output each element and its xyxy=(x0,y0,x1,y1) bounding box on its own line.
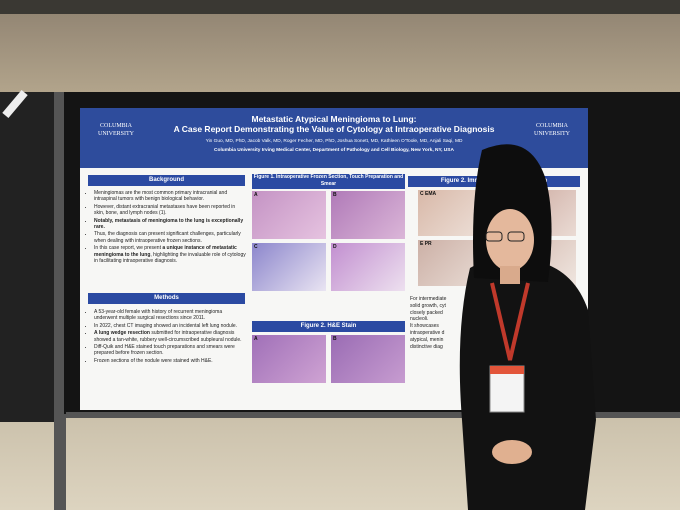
panel-label: D xyxy=(333,244,337,250)
authors: Yin Guo, MD, PhD, Jacob Valk, MD, Roger … xyxy=(205,139,463,144)
poster-title: Metastatic Atypical Meningioma to Lung: xyxy=(251,114,417,124)
text-line: closely packed xyxy=(410,309,443,316)
panel-label: E PR xyxy=(420,241,432,247)
text-run: , highlighting the invaluable role of cy… xyxy=(94,251,246,265)
text-run: Notably, metastasis of meningioma to the… xyxy=(94,217,244,231)
pole xyxy=(54,92,66,510)
text-run: a unique instance of metastatic meningio… xyxy=(94,245,237,258)
poster-subtitle: A Case Report Demonstrating the Value of… xyxy=(173,124,495,134)
text-run: Thus, the diagnosis can present signific… xyxy=(94,231,241,244)
text-run: A 53-year-old female with history of rec… xyxy=(94,309,223,322)
jacket xyxy=(459,257,596,510)
face xyxy=(486,209,534,271)
micrograph: A xyxy=(252,335,326,383)
text-line: distinctive diag xyxy=(410,343,443,350)
text-line: intraoperative d xyxy=(410,330,445,336)
bullet: Meningiomas are the most common primary … xyxy=(94,190,246,203)
text-run: Diff-Quik and H&E stained touch preparat… xyxy=(94,344,235,357)
micrograph: C xyxy=(252,243,326,291)
text-line: atypical, menin xyxy=(410,336,444,343)
bullet: However, distant extracranial metastases… xyxy=(94,204,246,217)
text-run: A lung wedge resection xyxy=(94,330,150,337)
logo: COLUMBIA UNIVERSITY xyxy=(98,123,134,137)
ceiling xyxy=(0,0,680,14)
panel-label: C EMA xyxy=(420,191,437,197)
text-run: Meningiomas are the most common primary … xyxy=(94,190,228,203)
text-line: solid growth, cyt xyxy=(410,302,446,309)
glasses xyxy=(485,231,503,242)
bullet: Notably, metastasis of meningioma to the… xyxy=(94,218,246,231)
micrograph: D xyxy=(331,243,405,291)
neck xyxy=(500,266,520,284)
bullet: Frozen sections of the nodule were stain… xyxy=(94,358,246,364)
text-run: submitted for intraoperative diagnosis s… xyxy=(94,330,242,343)
panel-label: A xyxy=(254,192,258,198)
side-board xyxy=(0,92,58,422)
text-line: It showcases xyxy=(410,323,439,330)
board-rail xyxy=(66,412,680,418)
bullet: In 2022, chest CT imaging showed an inci… xyxy=(94,323,246,329)
text-line: nucleoli. xyxy=(410,316,429,323)
bullet: A 53-year-old female with history of rec… xyxy=(94,309,246,322)
text-run: Frozen sections of the nodule were stain… xyxy=(94,357,213,364)
panel-label: C xyxy=(254,244,258,250)
bullet-list: Meningiomas are the most common primary … xyxy=(86,190,246,265)
micrograph: B xyxy=(331,191,405,239)
panel-label: B xyxy=(333,192,337,198)
hands xyxy=(492,440,532,464)
affiliation: Columbia University Irving Medical Cente… xyxy=(214,148,454,153)
panel-label: B xyxy=(333,336,337,342)
bullet: In this case report, we present a unique… xyxy=(94,245,246,264)
text-run: However, distant extracranial metastases… xyxy=(94,203,236,217)
micrograph: A xyxy=(252,191,326,239)
lanyard xyxy=(490,282,530,361)
text-run: In 2022, chest CT imaging showed an inci… xyxy=(94,322,238,329)
bullet: A lung wedge resection submitted for int… xyxy=(94,330,246,343)
wall xyxy=(0,0,680,95)
logo: COLUMBIA UNIVERSITY xyxy=(534,123,570,137)
text-run: In this case report, we present xyxy=(94,245,163,252)
text-line: For intermediate xyxy=(410,296,447,302)
paper-tag xyxy=(2,89,28,119)
section-heading: Methods xyxy=(88,293,245,304)
panel-label: A xyxy=(254,336,258,342)
section-heading: Figure 2. H&E Stain xyxy=(252,321,405,332)
bullet: Diff-Quik and H&E stained touch preparat… xyxy=(94,344,246,357)
bullet-list: A 53-year-old female with history of rec… xyxy=(86,309,246,365)
section-heading: Figure 1. Intraoperative Frozen Section,… xyxy=(252,174,405,189)
poster-header: COLUMBIA UNIVERSITY COLUMBIA UNIVERSITY … xyxy=(80,108,588,168)
micrograph: B xyxy=(331,335,405,383)
bullet: Thus, the diagnosis can present signific… xyxy=(94,231,246,244)
section-heading: Background xyxy=(88,175,245,186)
